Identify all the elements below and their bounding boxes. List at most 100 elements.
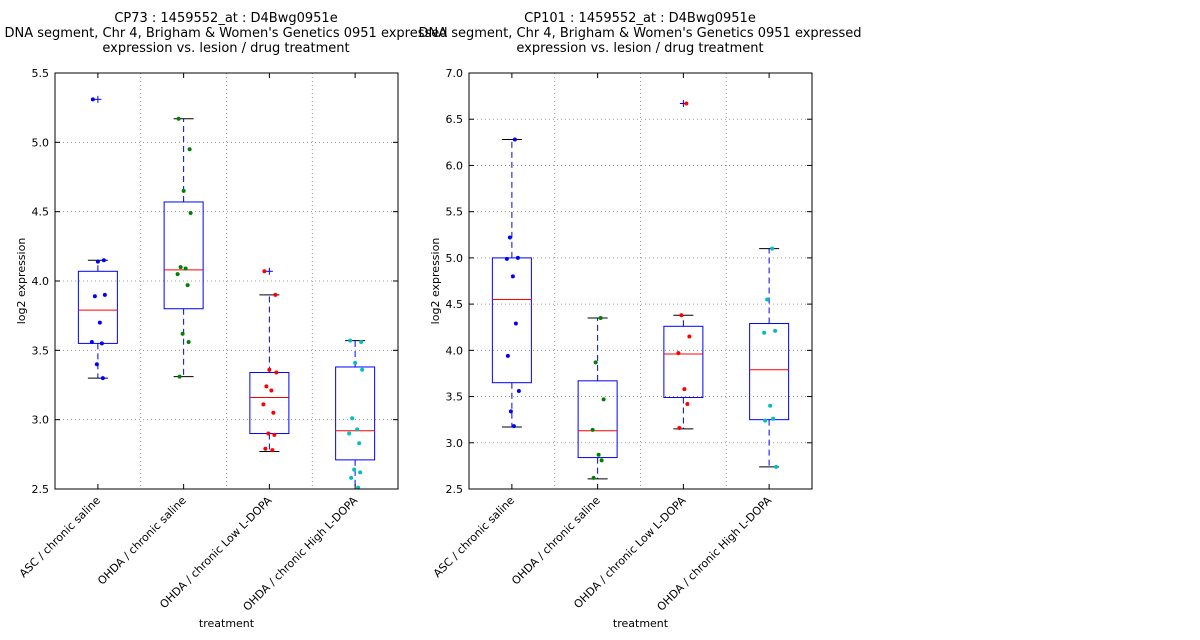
data-point: [262, 269, 267, 274]
y-tick-label: 3.0: [446, 437, 464, 450]
y-tick-label: 4.0: [32, 275, 50, 288]
data-point: [516, 389, 521, 394]
data-point: [507, 235, 512, 240]
data-point: [100, 376, 105, 381]
data-point: [513, 321, 518, 326]
data-point: [676, 351, 681, 356]
data-point: [264, 384, 269, 389]
data-point: [97, 320, 102, 325]
data-point: [273, 292, 278, 297]
data-point: [682, 387, 687, 392]
data-point: [180, 331, 185, 336]
data-point: [590, 427, 595, 432]
data-point: [99, 341, 104, 346]
data-point: [175, 272, 180, 277]
box-iqr: [335, 366, 376, 461]
data-point: [353, 360, 358, 365]
data-point: [596, 452, 601, 457]
data-point: [593, 360, 598, 365]
chart-title-line: expression vs. lesion / drug treatment: [102, 41, 349, 56]
box-iqr: [749, 323, 790, 421]
data-point: [183, 266, 188, 271]
data-point: [770, 246, 775, 251]
data-point: [504, 256, 509, 261]
data-point: [270, 448, 275, 453]
data-point: [687, 334, 692, 339]
y-tick-label: 3.0: [32, 414, 50, 427]
data-point: [178, 265, 183, 270]
chart-title-line: DNA segment, Chr 4, Brigham & Women's Ge…: [4, 26, 447, 41]
x-axis-label: treatment: [199, 617, 255, 630]
y-tick-label: 4.5: [32, 206, 50, 219]
data-point: [269, 388, 274, 393]
data-point: [515, 255, 520, 260]
data-point: [347, 431, 352, 436]
y-tick-label: 5.5: [446, 206, 464, 219]
data-point: [773, 328, 778, 333]
data-point: [89, 340, 94, 345]
y-tick-label: 4.5: [446, 298, 464, 311]
data-point: [272, 432, 277, 437]
data-point: [266, 431, 271, 436]
y-tick-label: 2.5: [32, 483, 50, 496]
data-point: [94, 362, 99, 367]
y-tick-label: 6.5: [446, 113, 464, 126]
data-point: [348, 338, 353, 343]
data-point: [511, 424, 516, 429]
data-point: [684, 101, 689, 106]
data-point: [90, 97, 95, 102]
data-point: [355, 427, 360, 432]
plot-frame: [54, 72, 399, 490]
box-iqr: [491, 257, 532, 384]
data-point: [512, 137, 517, 142]
data-point: [598, 315, 603, 320]
data-point: [185, 283, 190, 288]
y-tick-label: 2.5: [446, 483, 464, 496]
box-iqr: [77, 270, 118, 344]
y-tick-label: 5.0: [32, 136, 50, 149]
data-point: [768, 403, 773, 408]
data-point: [95, 259, 100, 264]
data-point: [505, 353, 510, 358]
data-point: [261, 402, 266, 407]
y-tick-label: 3.5: [32, 344, 50, 357]
y-axis-label: log2 expression: [429, 238, 442, 325]
data-point: [360, 367, 365, 372]
y-tick-label: 7.0: [446, 67, 464, 80]
data-point: [267, 367, 272, 372]
data-point: [591, 475, 596, 480]
box-iqr: [663, 325, 704, 398]
y-axis-label: log2 expression: [15, 238, 28, 325]
data-point: [188, 211, 193, 216]
data-point: [349, 475, 354, 480]
data-point: [765, 297, 770, 302]
data-point: [102, 292, 107, 297]
data-point: [771, 416, 776, 421]
data-point: [263, 446, 268, 451]
plot-frame: [468, 72, 813, 490]
box-iqr: [577, 380, 618, 459]
data-point: [271, 410, 276, 415]
data-point: [357, 441, 362, 446]
data-point: [176, 116, 181, 121]
data-point: [350, 416, 355, 421]
x-axis-label: treatment: [613, 617, 669, 630]
chart-title-line: CP101 : 1459552_at : D4Bwg0951e: [524, 11, 756, 26]
y-tick-label: 6.0: [446, 159, 464, 172]
data-point: [510, 274, 515, 279]
data-point: [359, 340, 364, 345]
data-point: [763, 418, 768, 423]
chart-title-line: DNA segment, Chr 4, Brigham & Women's Ge…: [418, 26, 861, 41]
chart-title-line: CP73 : 1459552_at : D4Bwg0951e: [114, 11, 337, 26]
y-tick-label: 4.0: [446, 344, 464, 357]
data-point: [508, 409, 513, 414]
data-point: [774, 464, 779, 469]
data-point: [274, 370, 279, 375]
data-point: [601, 397, 606, 402]
data-point: [187, 147, 192, 152]
data-point: [181, 188, 186, 193]
data-point: [599, 458, 604, 463]
data-point: [679, 313, 684, 318]
